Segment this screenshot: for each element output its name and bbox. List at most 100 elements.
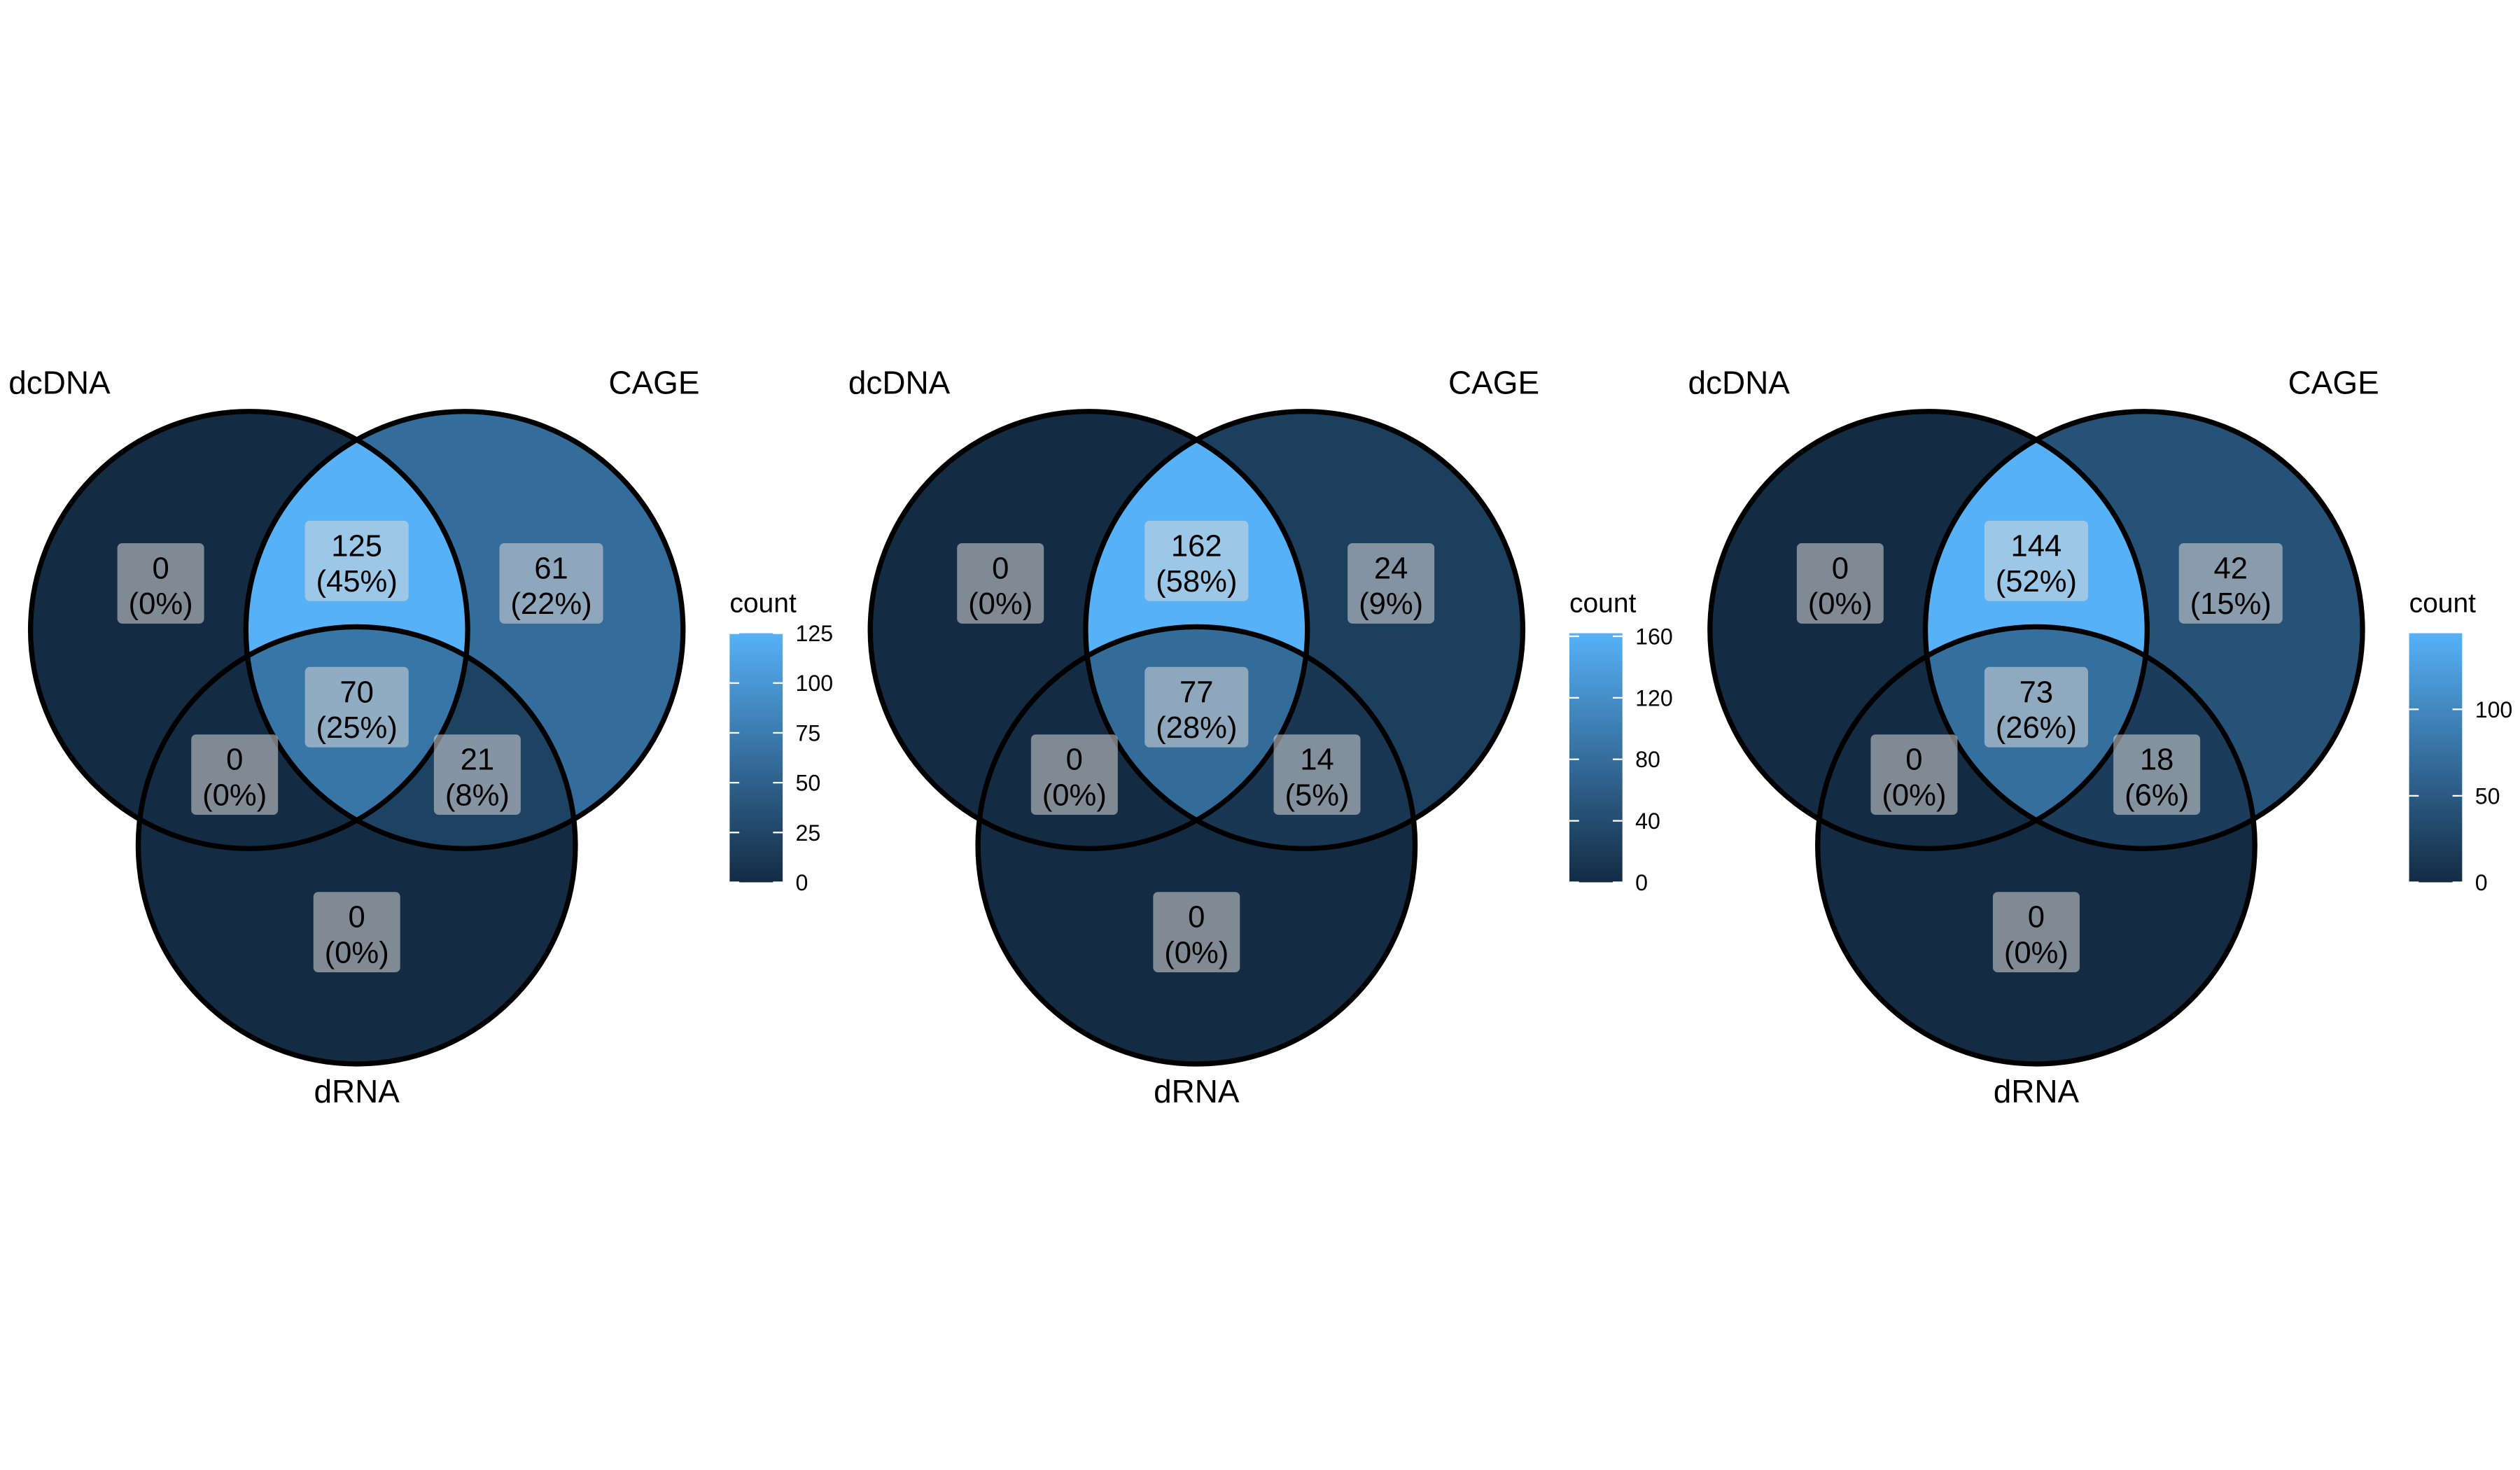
region-count: 77: [1180, 676, 1214, 709]
region-label-drna: 0(0%): [313, 892, 400, 973]
region-count: 70: [340, 676, 374, 709]
region-percent: (6%): [2124, 778, 2189, 812]
region-percent: (0%): [325, 936, 389, 969]
region-label-box: [1273, 734, 1361, 816]
region-label-dcdna-cage: 125(45%): [304, 520, 409, 601]
region-label-box: [957, 543, 1044, 624]
region-percent: (22%): [510, 587, 592, 621]
region-label-box: [1153, 892, 1240, 973]
region-label-dcdna: 0(0%): [1796, 543, 1884, 624]
region-count: 0: [1832, 552, 1849, 586]
set-outline-drna: [1815, 624, 2258, 1067]
region-label-cage: 42(15%): [2178, 543, 2283, 624]
region-percent: (45%): [316, 565, 398, 598]
colorbar-tick-label: 160: [1635, 624, 1673, 649]
colorbar-tick-label: 100: [2475, 697, 2513, 722]
set-label-cage: CAGE: [608, 365, 699, 401]
region-percent: (0%): [1164, 936, 1228, 969]
region-label-dcdna: 0(0%): [957, 543, 1044, 624]
region-label-cage-drna: 18(6%): [2113, 734, 2201, 816]
region-label-box: [191, 734, 279, 816]
region-count: 144: [2011, 529, 2062, 563]
region-count: 18: [2140, 743, 2174, 777]
legend-title: count: [729, 589, 797, 619]
colorbar-tick-label: 25: [795, 820, 820, 846]
colorbar-tick-label: 120: [1635, 685, 1673, 710]
region-count: 14: [1300, 743, 1334, 777]
colorbar-tick-label: 40: [1635, 808, 1660, 834]
region-label-dcdna-cage: 162(58%): [1144, 520, 1249, 601]
region-label-box: [2178, 543, 2283, 624]
region-label-cage-drna: 14(5%): [1273, 734, 1361, 816]
region-percent: (0%): [1042, 778, 1107, 812]
region-count: 0: [1066, 743, 1083, 777]
region-label-cage: 24(9%): [1348, 543, 1435, 624]
region-label-box: [313, 892, 400, 973]
region-label-box: [2113, 734, 2201, 816]
colorbar-legend: count 0 40 80 120 160: [1569, 589, 1673, 895]
region-label-box: [1796, 543, 1884, 624]
region-label-box: [304, 666, 409, 748]
region-percent: (9%): [1359, 587, 1423, 621]
region-label-box: [117, 543, 204, 624]
set-outline-dcdna: [1707, 409, 2150, 851]
region-label-cage: 61(22%): [499, 543, 603, 624]
region-label-drna: 0(0%): [1153, 892, 1240, 973]
region-label-dcdna-cage-drna: 70(25%): [304, 666, 409, 748]
legend-title: count: [2409, 589, 2477, 619]
region-percent: (0%): [968, 587, 1032, 621]
region-label-cage-drna: 21(8%): [433, 734, 521, 816]
set-outline-drna: [975, 624, 1418, 1067]
region-label-box: [1984, 520, 2088, 601]
region-percent: (5%): [1284, 778, 1349, 812]
set-label-drna: dRNA: [1994, 1073, 2080, 1110]
region-percent: (0%): [2004, 936, 2068, 969]
region-count: 0: [349, 901, 365, 934]
region-label-box: [1348, 543, 1435, 624]
region-label-drna: 0(0%): [1992, 892, 2080, 973]
region-percent: (0%): [129, 587, 193, 621]
region-label-box: [304, 520, 409, 601]
set-label-cage: CAGE: [2288, 365, 2379, 401]
colorbar: [1569, 633, 1623, 883]
region-count: 0: [992, 552, 1009, 586]
colorbar: [2409, 633, 2463, 883]
set-outline-cage: [1083, 409, 1526, 851]
region-count: 0: [2028, 901, 2045, 934]
region-label-box: [1144, 666, 1249, 748]
region-percent: (0%): [1882, 778, 1946, 812]
region-label-box: [1870, 734, 1958, 816]
region-count: 21: [461, 743, 495, 777]
region-percent: (52%): [1996, 565, 2077, 598]
region-label-box: [499, 543, 603, 624]
colorbar-legend: count 0 50 100: [2409, 589, 2513, 895]
set-outline-drna: [135, 624, 578, 1067]
region-percent: (0%): [202, 778, 267, 812]
colorbar-tick-label: 50: [795, 771, 820, 796]
region-label-box: [1144, 520, 1249, 601]
region-count: 61: [534, 552, 568, 586]
legend-title: count: [1569, 589, 1637, 619]
set-label-dcdna: dcDNA: [1688, 365, 1790, 401]
region-percent: (8%): [445, 778, 510, 812]
colorbar-tick-label: 0: [2475, 870, 2488, 895]
region-count: 0: [152, 552, 169, 586]
region-label-box: [1030, 734, 1118, 816]
region-label-dcdna-cage: 144(52%): [1984, 520, 2088, 601]
region-count: 0: [1905, 743, 1922, 777]
region-count: 0: [226, 743, 243, 777]
set-outline-cage: [243, 409, 686, 851]
set-label-dcdna: dcDNA: [8, 365, 111, 401]
region-label-box: [1984, 666, 2088, 748]
colorbar-legend: count 0 25 50 75 100 125: [729, 589, 833, 895]
region-percent: (26%): [1996, 711, 2077, 745]
region-percent: (15%): [2190, 587, 2272, 621]
region-percent: (58%): [1156, 565, 1237, 598]
colorbar: [729, 633, 783, 883]
set-outline-dcdna: [27, 409, 470, 851]
region-label-dcdna-drna: 0(0%): [191, 734, 279, 816]
region-label-box: [1992, 892, 2080, 973]
region-count: 0: [1188, 901, 1205, 934]
